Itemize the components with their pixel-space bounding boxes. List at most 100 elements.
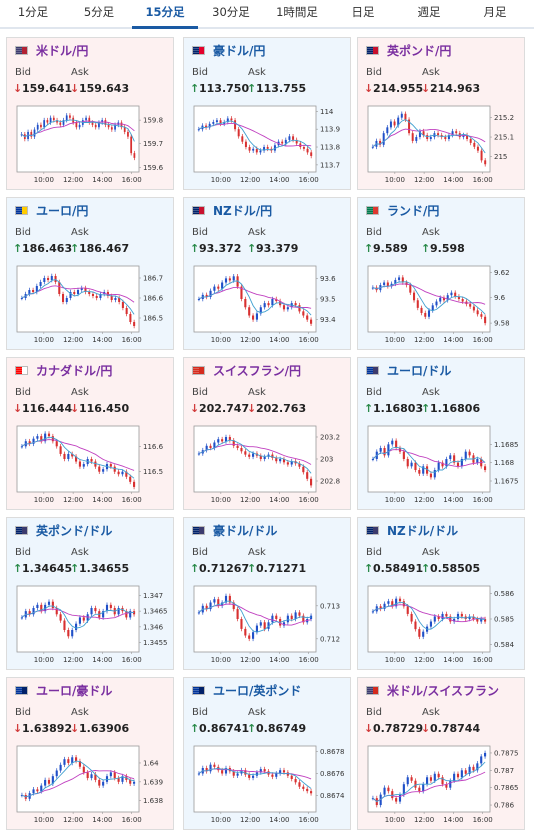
- chart-svg: 93.6 93.5 93.4 10:00 12:00 14:00 16:00: [193, 265, 336, 344]
- pair-name[interactable]: ユーロ/ドル: [387, 364, 452, 378]
- candle: [259, 148, 262, 155]
- candle: [114, 295, 117, 303]
- rate-card-12[interactable]: ユーロ/豪ドル Bid Ask ↓1.63892 ↓1.63906 1.64 1.…: [6, 677, 174, 830]
- rate-card-14[interactable]: 米ドル/スイスフラン Bid Ask ↓0.78729 ↓0.78744 0.7…: [357, 677, 525, 830]
- bid-label: Bid: [366, 387, 382, 398]
- candle: [248, 772, 251, 781]
- y-tick-label: 9.62: [494, 269, 510, 277]
- candle: [215, 117, 218, 125]
- candle: [54, 273, 57, 285]
- candlestick-chart[interactable]: 0.713 0.712 10:00 12:00 14:00 16:00: [190, 582, 346, 668]
- ask-label: Ask: [422, 387, 440, 398]
- pair-name[interactable]: 豪ドル/ドル: [213, 524, 278, 538]
- tab-1[interactable]: 5分足: [83, 5, 115, 19]
- rate-card-8[interactable]: ユーロ/ドル Bid Ask ↑1.16803 ↑1.16806 1.1685 1…: [357, 357, 525, 510]
- rate-card-11[interactable]: NZドル/ドル Bid Ask ↑0.58491 ↑0.58505 0.586 0…: [357, 517, 525, 670]
- rate-card-9[interactable]: 英ポンド/ドル Bid Ask ↑1.34645 ↑1.34655 1.347 1…: [6, 517, 174, 670]
- pair-name[interactable]: ユーロ/豪ドル: [36, 684, 113, 698]
- candle: [279, 767, 282, 776]
- pair-name[interactable]: 米ドル/スイスフラン: [387, 684, 500, 698]
- tab-7[interactable]: 月足: [483, 5, 507, 19]
- y-tick-label: 1.168: [494, 459, 514, 467]
- candlestick-chart[interactable]: 1.64 1.639 1.638 10:00 12:00 14:00 16:00: [13, 742, 169, 828]
- flag-icon: [15, 366, 28, 375]
- candlestick-chart[interactable]: 186.7 186.6 186.5 10:00 12:00 14:00 16:00: [13, 262, 169, 348]
- flag-icon: [192, 526, 205, 535]
- y-tick-label: 1.1685: [494, 441, 519, 449]
- candlestick-chart[interactable]: 159.8 159.7 159.6 10:00 12:00 14:00 16:00: [13, 102, 169, 188]
- x-tick-label: 10:00: [34, 816, 54, 824]
- pair-name[interactable]: 豪ドル/円: [213, 44, 266, 58]
- candle: [387, 785, 390, 794]
- rate-card-10[interactable]: 豪ドル/ドル Bid Ask ↑0.71267 ↑0.71271 0.713 0.…: [183, 517, 351, 670]
- pair-name[interactable]: 英ポンド/円: [387, 44, 452, 58]
- rate-card-4[interactable]: NZドル/円 Bid Ask ↑93.372 ↑93.379 93.6 93.5 9…: [183, 197, 351, 350]
- x-tick-label: 14:00: [92, 816, 112, 824]
- candle: [387, 442, 390, 458]
- candlestick-chart[interactable]: 1.347 1.3465 1.346 1.3455 10:00 12:00 14:00 16:…: [13, 582, 169, 668]
- candle: [244, 626, 247, 638]
- candlestick-chart[interactable]: 9.62 9.6 9.58 10:00 12:00 14:00 16:00: [364, 262, 520, 348]
- short-moving-average-line: [21, 436, 135, 479]
- pair-name[interactable]: ユーロ/英ポンド: [213, 684, 302, 698]
- candle: [426, 464, 429, 476]
- pair-name[interactable]: NZドル/ドル: [387, 524, 459, 538]
- candle: [379, 792, 382, 808]
- candle: [252, 313, 255, 322]
- rate-card-0[interactable]: 米ドル/円 Bid Ask ↓159.641 ↓159.643 159.8 159…: [6, 37, 174, 190]
- candlestick-chart[interactable]: 114 113.9 113.8 113.7 10:00 12:00 14:00 16:00: [190, 102, 346, 188]
- candlestick-chart[interactable]: 93.6 93.5 93.4 10:00 12:00 14:00 16:00: [190, 262, 346, 348]
- candle: [275, 455, 278, 464]
- y-tick-label: 93.5: [320, 296, 336, 304]
- candle: [468, 764, 471, 777]
- candlestick-chart[interactable]: 0.586 0.585 0.584 10:00 12:00 14:00 16:00: [364, 582, 520, 668]
- x-tick-label: 16:00: [122, 176, 142, 184]
- candle: [65, 295, 68, 305]
- bid-price: ↑93.372: [190, 242, 241, 255]
- rate-card-7[interactable]: スイスフラン/円 Bid Ask ↓202.747 ↓202.763 203.2…: [183, 357, 351, 510]
- bid-price: ↓214.955: [364, 82, 423, 95]
- candlestick-chart[interactable]: 0.7875 0.787 0.7865 0.786 10:00 12:00 14:00 16:…: [364, 742, 520, 828]
- candlestick-chart[interactable]: 215.2 215.1 215 10:00 12:00 14:00 16:00: [364, 102, 520, 188]
- tab-2[interactable]: 15分足: [132, 0, 198, 29]
- ask-price: ↑0.58505: [421, 562, 480, 575]
- bid-label: Bid: [15, 387, 31, 398]
- rate-card-3[interactable]: ユーロ/円 Bid Ask ↑186.463 ↑186.467 186.7 186…: [6, 197, 174, 350]
- x-tick-label: 16:00: [122, 656, 142, 664]
- ask-label: Ask: [71, 547, 89, 558]
- rate-card-5[interactable]: ランド/円 Bid Ask ↑9.589 ↑9.598 9.62 9.6 9.58 1…: [357, 197, 525, 350]
- rate-card-2[interactable]: 英ポンド/円 Bid Ask ↓214.955 ↓214.963 215.2 21…: [357, 37, 525, 190]
- tab-4[interactable]: 1時間足: [276, 5, 318, 19]
- x-tick-label: 12:00: [63, 496, 83, 504]
- tab-3[interactable]: 30分足: [212, 5, 250, 19]
- pair-name[interactable]: カナダドル/円: [36, 364, 113, 378]
- rate-card-13[interactable]: ユーロ/英ポンド Bid Ask ↑0.86741 ↑0.86749 0.867…: [183, 677, 351, 830]
- pair-name[interactable]: ユーロ/円: [36, 204, 89, 218]
- tab-0[interactable]: 1分足: [17, 5, 49, 19]
- y-tick-label: 215: [494, 153, 507, 161]
- candle: [78, 122, 81, 130]
- moving-average-line: [198, 122, 312, 147]
- moving-average-line: [198, 443, 312, 465]
- tab-5[interactable]: 日足: [351, 5, 375, 19]
- y-tick-label: 203: [320, 456, 333, 464]
- candle: [123, 124, 126, 135]
- candle: [255, 311, 258, 322]
- ask-value: 1.16806: [430, 402, 481, 415]
- candlestick-chart[interactable]: 0.8678 0.8676 0.8674 10:00 12:00 14:00 16:00: [190, 742, 346, 828]
- pair-name[interactable]: 米ドル/円: [36, 44, 89, 58]
- candle: [429, 471, 432, 480]
- pair-name[interactable]: スイスフラン/円: [213, 364, 302, 378]
- pair-name[interactable]: 英ポンド/ドル: [36, 524, 113, 538]
- candle: [129, 311, 132, 325]
- y-tick-label: 0.7865: [494, 784, 519, 792]
- rate-card-1[interactable]: 豪ドル/円 Bid Ask ↑113.750 ↑113.755 114 113.9…: [183, 37, 351, 190]
- candle: [298, 779, 301, 790]
- pair-name[interactable]: ランド/円: [387, 204, 440, 218]
- tab-6[interactable]: 週足: [417, 5, 441, 19]
- candlestick-chart[interactable]: 203.2 203 202.8 10:00 12:00 14:00 16:00: [190, 422, 346, 508]
- pair-name[interactable]: NZドル/円: [213, 204, 273, 218]
- candlestick-chart[interactable]: 116.6 116.5 10:00 12:00 14:00 16:00: [13, 422, 169, 508]
- rate-card-6[interactable]: カナダドル/円 Bid Ask ↓116.444 ↓116.450 116.6 1…: [6, 357, 174, 510]
- candlestick-chart[interactable]: 1.1685 1.168 1.1675 10:00 12:00 14:00 16:00: [364, 422, 520, 508]
